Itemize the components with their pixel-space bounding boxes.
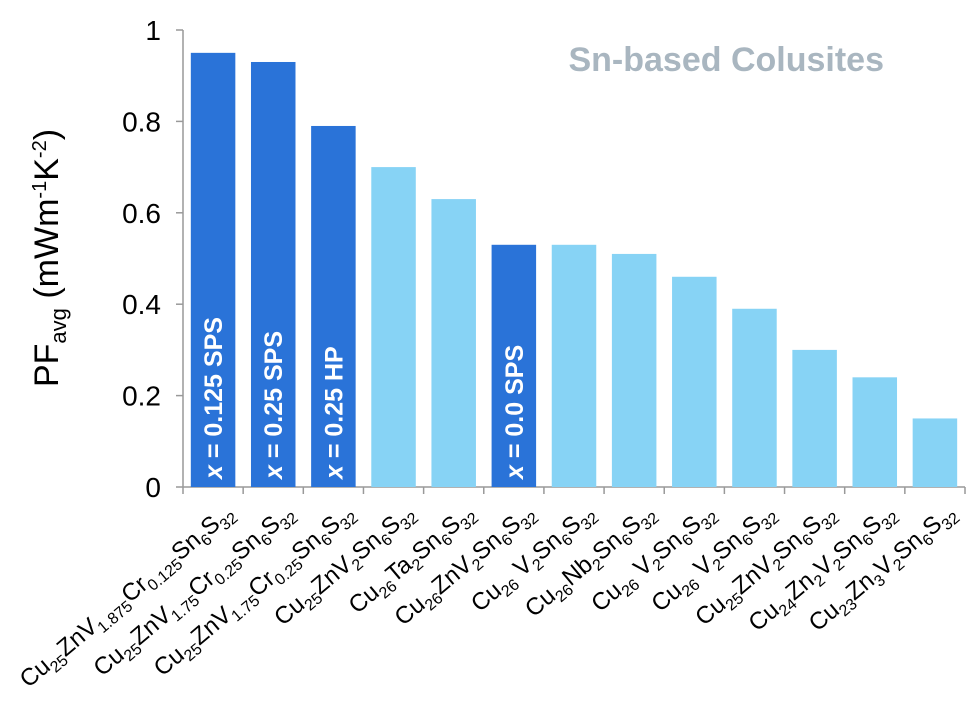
chart-title: Sn-based Colusites (568, 41, 884, 79)
y-tick-label: 0.4 (122, 289, 161, 320)
bar (190, 52, 236, 487)
bar-label: x = 0.0 SPS (501, 345, 529, 481)
category-labels: Cu25ZnV1.875Cr0.125Sn6S32Cu25ZnV1.75Cr0.… (15, 499, 964, 696)
bar (551, 244, 597, 487)
y-tick-label: 0.2 (122, 381, 161, 412)
bar (732, 308, 777, 487)
bar (852, 377, 898, 487)
y-axis: 0 0.2 0.4 0.6 0.8 1 (122, 15, 184, 503)
bar (311, 125, 356, 487)
y-tick-label: 1 (145, 15, 161, 46)
bar (250, 61, 296, 488)
y-tick-label: 0 (145, 472, 161, 503)
bar (672, 276, 717, 487)
bar-labels: x = 0.125 SPS x = 0.25 SPS x = 0.25 HP x = … (200, 317, 529, 481)
bar-label: x = 0.125 SPS (200, 317, 228, 481)
bar (371, 167, 416, 487)
bar (611, 253, 657, 487)
y-axis-title: PFavg (mWm-1K-2) (28, 129, 71, 387)
category-label: Cu25ZnV1.875Cr0.125Sn6S32 (15, 499, 242, 696)
bar-label: x = 0.25 SPS (260, 331, 288, 481)
y-tick-label: 0.6 (122, 198, 161, 229)
y-tick-label: 0.8 (122, 106, 161, 137)
bar-label: x = 0.25 HP (320, 346, 348, 481)
bar (491, 244, 537, 487)
bar (431, 199, 476, 487)
category-label: Cu26 V2Sn6S32 (586, 499, 723, 621)
bar (912, 418, 958, 487)
category-label: Cu25ZnV1.75Cr0.25Sn6S32 (89, 499, 302, 685)
bars (190, 52, 958, 488)
x-axis (182, 486, 966, 494)
bar (792, 349, 837, 487)
